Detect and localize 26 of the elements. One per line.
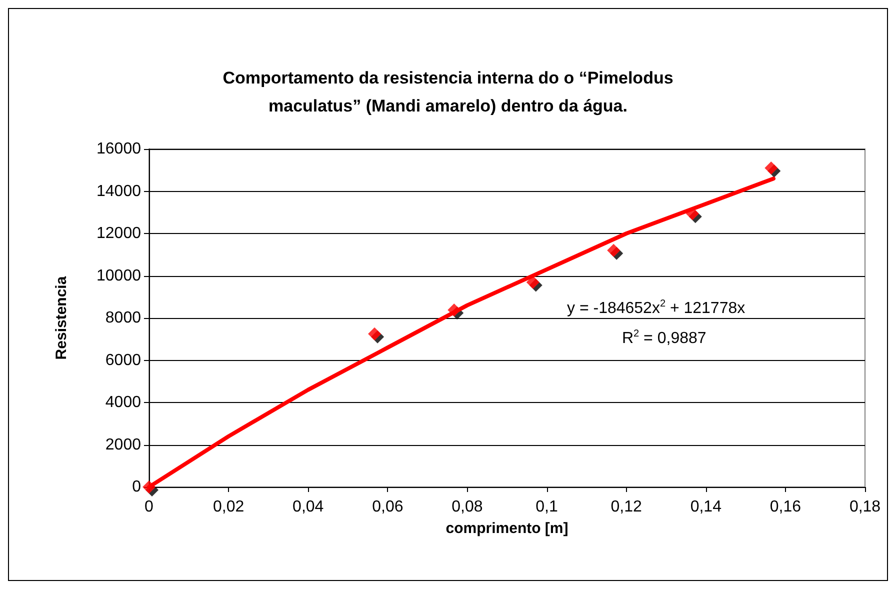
x-tick-label: 0,14 (690, 498, 722, 516)
y-tick-label: 0 (132, 478, 142, 496)
x-tick-label: 0,16 (770, 498, 802, 516)
point (526, 276, 540, 289)
x-tick-label: 0,12 (610, 498, 642, 516)
x-tick-label: 0,06 (372, 498, 404, 516)
y-tick-label: 12000 (96, 225, 142, 242)
y-tick-label: 2000 (105, 436, 142, 454)
y-tick-label: 8000 (105, 310, 142, 326)
x-tick-label: 0,1 (536, 498, 558, 516)
y-tick-label: 14000 (96, 182, 142, 200)
y-tick-label: 4000 (105, 394, 142, 411)
x-tick-label: 0,08 (452, 498, 483, 516)
point (764, 162, 778, 175)
x-tick-label: 0,18 (849, 498, 881, 516)
y-axis-title: Resistencia (53, 276, 70, 360)
y-tick-label: 10000 (96, 267, 142, 284)
x-axis-title: comprimento [m] (446, 520, 568, 537)
point (607, 244, 620, 257)
point (368, 327, 382, 340)
chart-title: Comportamento da resistencia interna do o “Pimelodus maculatus” (Mandi amarelo) dentro da água. (222, 68, 674, 116)
y-tick-label: 6000 (105, 352, 142, 369)
x-tick-label: 0 (144, 498, 154, 516)
x-tick-label: 0,02 (212, 498, 244, 516)
y-tick-label: 16000 (96, 140, 142, 158)
x-tick-label: 0,04 (292, 498, 324, 516)
